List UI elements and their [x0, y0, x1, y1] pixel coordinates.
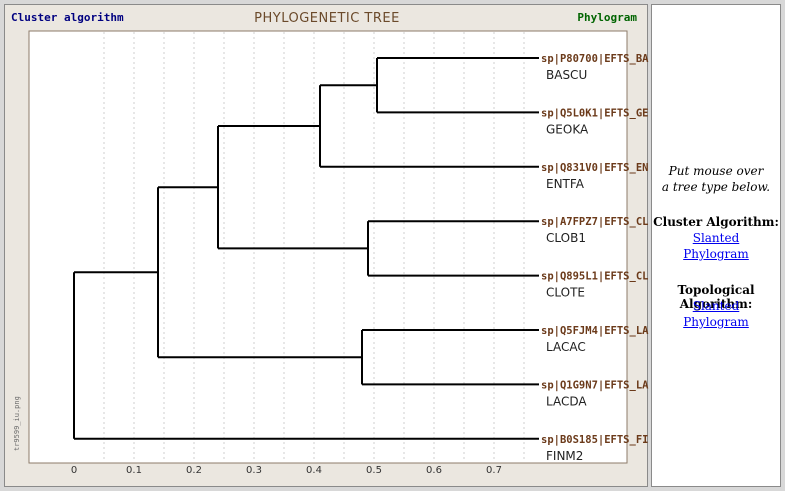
cluster-algorithm-title: Cluster Algorithm:	[653, 215, 779, 229]
topological-phylogram-link[interactable]: Phylogram	[683, 315, 749, 329]
tree-type-label: Phylogram	[577, 11, 637, 24]
leaf-name-label: FINM2	[546, 449, 583, 463]
plot-area	[28, 30, 628, 464]
leaf-name-label: LACDA	[546, 394, 587, 408]
instruction-note: Put mouse over a tree type below.	[652, 163, 780, 195]
leaf-id-label: sp|Q5FJM4|EFTS_LA	[541, 325, 649, 337]
info-panel: Put mouse over a tree type below. Cluste…	[651, 4, 781, 487]
leaf-id-label: sp|P80700|EFTS_BA	[541, 53, 649, 65]
topological-algorithm-title: Topological Algorithm:	[677, 283, 755, 311]
leaf-id-label: sp|Q1G9N7|EFTS_LA	[541, 379, 649, 391]
tree-panel: Cluster algorithm PHYLOGENETIC TREE Phyl…	[4, 4, 649, 487]
leaf-id-label: sp|Q831V0|EFTS_EN	[541, 162, 648, 174]
instruction-line-1: Put mouse over	[668, 164, 764, 178]
x-tick-label: 0	[71, 465, 77, 476]
leaf-name-label: CLOB1	[546, 231, 586, 245]
x-tick-label: 0.6	[426, 465, 442, 476]
leaf-id-label: sp|Q895L1|EFTS_CL	[541, 271, 648, 283]
x-tick-label: 0.7	[486, 465, 502, 476]
x-tick-label: 0.5	[366, 465, 382, 476]
x-tick-label: 0.3	[246, 465, 262, 476]
topological-slanted-link[interactable]: Slanted	[692, 299, 740, 313]
x-tick-label: 0.4	[306, 465, 322, 476]
instruction-line-2: a tree type below.	[661, 180, 771, 194]
cluster-slanted-link[interactable]: Slanted	[692, 231, 740, 245]
phylogenetic-tree-chart: 0 0.1 0.2 0.3 0.4 0.5 0.6 0.7 sp|P80700|EFTS_BA B…	[28, 30, 649, 476]
x-tick-label: 0.1	[126, 465, 142, 476]
x-tick-label: 0.2	[186, 465, 202, 476]
leaf-name-label: CLOTE	[546, 286, 585, 300]
leaf-name-label: ENTFA	[546, 177, 585, 191]
leaf-name-label: BASCU	[546, 68, 587, 82]
algorithm-label: Cluster algorithm	[11, 11, 124, 24]
leaf-id-label: sp|B0S185|EFTS_FI	[541, 434, 648, 446]
cluster-phylogram-link[interactable]: Phylogram	[683, 247, 749, 261]
leaf-id-label: sp|Q5L0K1|EFTS_GE	[541, 107, 648, 119]
leaf-name-label: LACAC	[546, 340, 586, 354]
leaf-name-label: GEOKA	[546, 122, 589, 136]
leaf-id-label: sp|A7FPZ7|EFTS_CL	[541, 216, 648, 228]
page-title: PHYLOGENETIC TREE	[254, 11, 400, 26]
